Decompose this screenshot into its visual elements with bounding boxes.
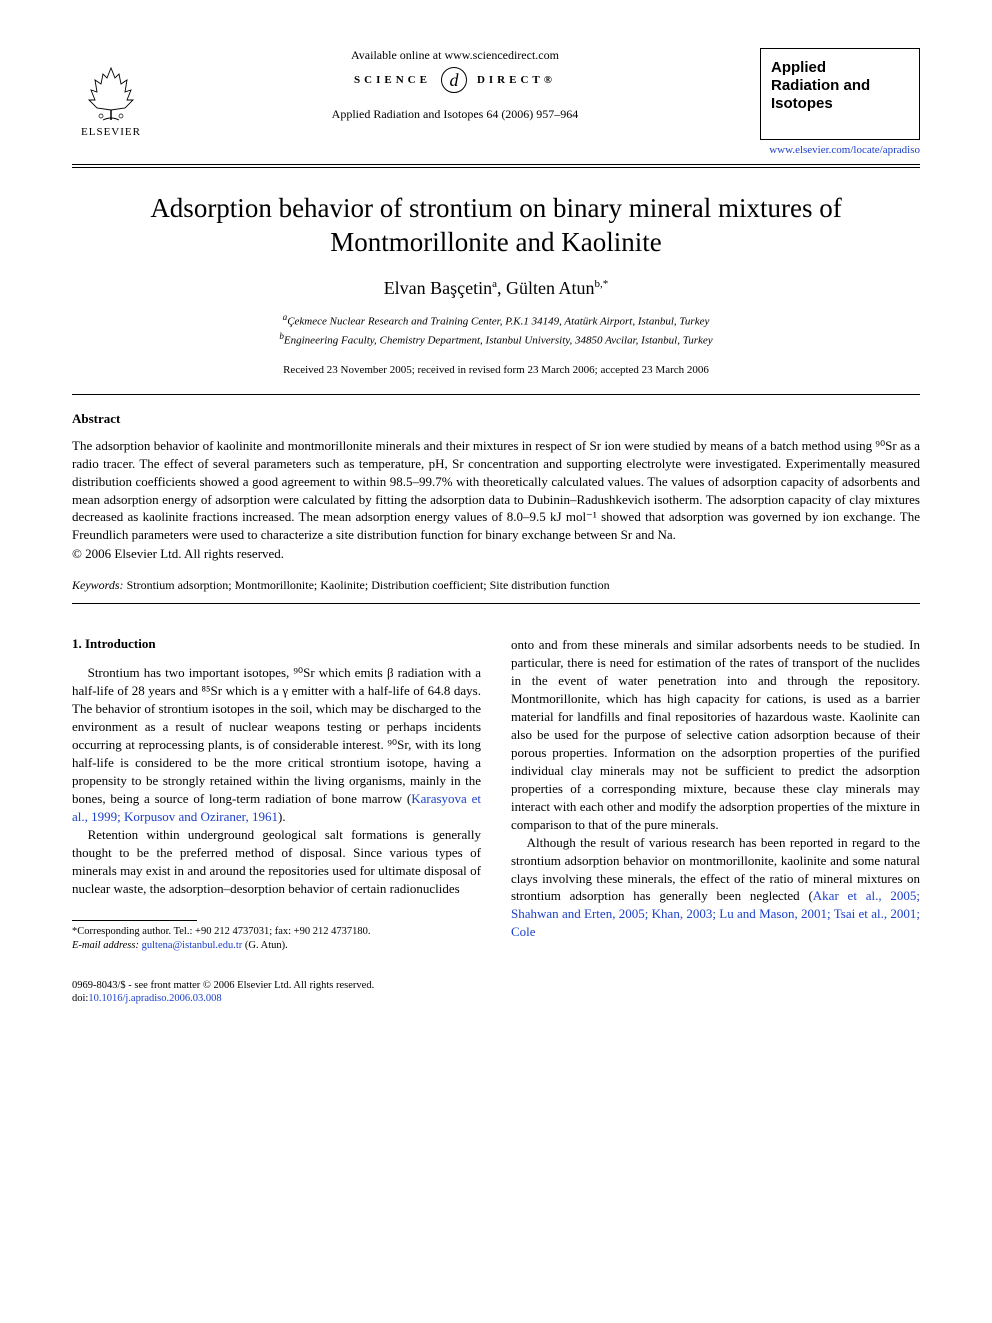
body-columns: 1. Introduction Strontium has two import… xyxy=(72,636,920,953)
section-1-heading: 1. Introduction xyxy=(72,636,481,652)
sd-glyph-icon: d xyxy=(441,67,467,93)
keywords-text: Strontium adsorption; Montmorillonite; K… xyxy=(124,578,610,592)
available-online-text: Available online at www.sciencedirect.co… xyxy=(160,48,750,63)
column-right: onto and from these minerals and similar… xyxy=(511,636,920,953)
elsevier-tree-icon xyxy=(83,64,139,124)
doi-link[interactable]: 10.1016/j.apradiso.2006.03.008 xyxy=(88,993,221,1004)
journal-box-l1: Applied xyxy=(771,59,826,76)
divider xyxy=(72,394,920,395)
abstract-body: The adsorption behavior of kaolinite and… xyxy=(72,437,920,545)
authors: Elvan Başçetina, Gülten Atunb,* xyxy=(72,278,920,299)
sd-left: SCIENCE xyxy=(354,74,431,86)
footnote-divider xyxy=(72,920,197,921)
header: ELSEVIER Available online at www.science… xyxy=(72,48,920,156)
column-left: 1. Introduction Strontium has two import… xyxy=(72,636,481,953)
journal-box-l2: Radiation and xyxy=(771,77,870,94)
doi-label: doi: xyxy=(72,993,88,1004)
abstract-text: The adsorption behavior of kaolinite and… xyxy=(72,438,920,543)
corresponding-email[interactable]: gultena@istanbul.edu.tr xyxy=(142,940,243,951)
article-dates: Received 23 November 2005; received in r… xyxy=(72,364,920,376)
affiliation-b: bEngineering Faculty, Chemistry Departme… xyxy=(72,330,920,350)
intro-para-2-cont: onto and from these minerals and similar… xyxy=(511,636,920,833)
article-title: Adsorption behavior of strontium on bina… xyxy=(72,192,920,260)
journal-citation: Applied Radiation and Isotopes 64 (2006)… xyxy=(160,107,750,122)
sciencedirect-logo: SCIENCE d DIRECT® xyxy=(160,67,750,93)
header-center: Available online at www.sciencedirect.co… xyxy=(150,48,760,122)
divider xyxy=(72,603,920,604)
intro-para-1: Strontium has two important isotopes, ⁹⁰… xyxy=(72,664,481,825)
journal-box-l3: Isotopes xyxy=(771,95,833,112)
keywords-label: Keywords: xyxy=(72,578,124,592)
journal-box-wrap: Applied Radiation and Isotopes www.elsev… xyxy=(760,48,920,156)
sd-right: DIRECT® xyxy=(477,74,556,86)
publisher-logo: ELSEVIER xyxy=(72,48,150,138)
p1-text-a: Strontium has two important isotopes, ⁹⁰… xyxy=(72,665,481,806)
abstract-copyright: © 2006 Elsevier Ltd. All rights reserved… xyxy=(72,546,920,562)
journal-box-title: Applied Radiation and Isotopes xyxy=(771,59,909,113)
journal-box: Applied Radiation and Isotopes xyxy=(760,48,920,140)
journal-link[interactable]: www.elsevier.com/locate/apradiso xyxy=(760,144,920,156)
divider xyxy=(72,167,920,168)
affiliation-a: aÇekmece Nuclear Research and Training C… xyxy=(72,311,920,331)
p1-text-b: ). xyxy=(278,809,286,824)
affil-a-text: Çekmece Nuclear Research and Training Ce… xyxy=(287,315,709,327)
corresponding-footnote: *Corresponding author. Tel.: +90 212 473… xyxy=(72,925,481,953)
publisher-name: ELSEVIER xyxy=(81,126,141,138)
keywords: Keywords: Strontium adsorption; Montmori… xyxy=(72,578,920,593)
divider xyxy=(72,164,920,165)
issn-line: 0969-8043/$ - see front matter © 2006 El… xyxy=(72,979,920,993)
abstract-heading: Abstract xyxy=(72,411,920,427)
corresponding-text: *Corresponding author. Tel.: +90 212 473… xyxy=(72,925,481,939)
footer-meta: 0969-8043/$ - see front matter © 2006 El… xyxy=(72,979,920,1006)
intro-para-3: Although the result of various research … xyxy=(511,834,920,942)
email-tail: (G. Atun). xyxy=(242,940,288,951)
intro-para-2: Retention within underground geological … xyxy=(72,826,481,898)
affil-b-text: Engineering Faculty, Chemistry Departmen… xyxy=(284,335,713,347)
email-label: E-mail address: xyxy=(72,940,139,951)
